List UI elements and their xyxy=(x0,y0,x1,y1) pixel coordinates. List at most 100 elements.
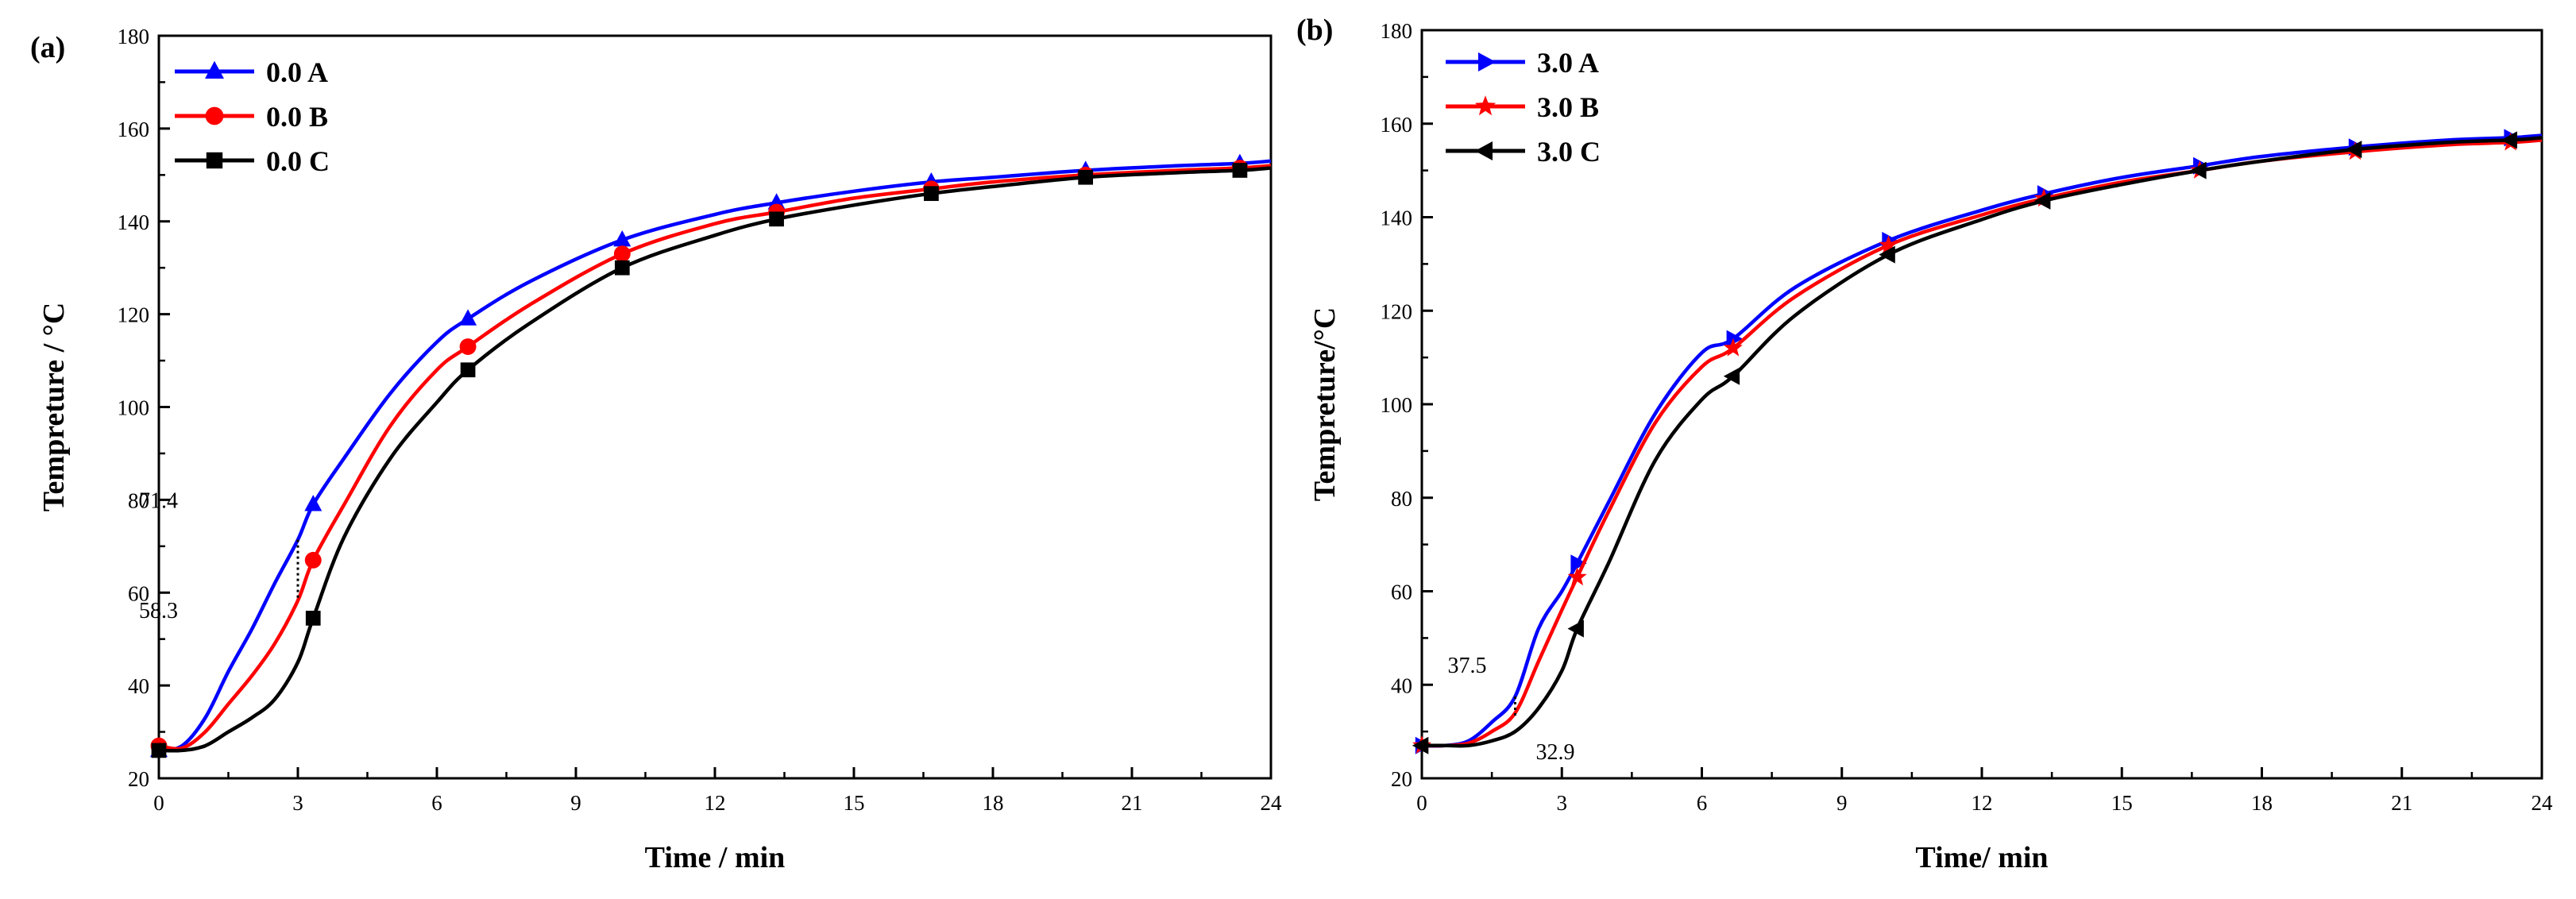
data-marker xyxy=(1078,169,1094,185)
series-line xyxy=(158,166,1272,753)
x-tick-label: 21 xyxy=(1122,791,1143,815)
x-tick-label: 6 xyxy=(1697,791,1708,815)
legend-marker xyxy=(1474,141,1493,160)
y-tick-label: 20 xyxy=(128,767,149,791)
y-tick-label: 120 xyxy=(1381,299,1413,323)
y-axis-title: Tempreture/°C xyxy=(1308,307,1342,502)
data-marker xyxy=(1567,619,1584,638)
legend-entry: 3.0 B xyxy=(1446,91,1599,123)
data-marker xyxy=(613,230,631,247)
data-marker xyxy=(1726,330,1743,348)
x-tick-label: 24 xyxy=(2532,791,2554,815)
data-marker xyxy=(2190,161,2207,179)
data-marker xyxy=(459,338,477,355)
y-tick-label: 20 xyxy=(1391,767,1412,791)
x-axis-title: Time / min xyxy=(645,841,786,874)
series-0-0-c xyxy=(151,163,1272,758)
legend-marker xyxy=(206,152,223,169)
panel-label: (a) xyxy=(30,31,65,64)
data-marker xyxy=(1723,367,1740,385)
y-tick-label: 80 xyxy=(128,488,149,512)
data-marker xyxy=(1567,567,1587,586)
legend-marker xyxy=(205,106,224,125)
y-tick-label: 180 xyxy=(118,25,150,48)
x-tick-label: 0 xyxy=(153,791,164,815)
x-tick-label: 21 xyxy=(2391,791,2412,815)
x-tick-label: 9 xyxy=(570,791,581,815)
series-line xyxy=(158,159,1272,753)
series-0-0-a xyxy=(150,153,1272,758)
data-marker xyxy=(459,309,477,326)
x-axis-title: Time/ min xyxy=(1915,841,2048,874)
x-tick-label: 15 xyxy=(844,791,865,815)
y-tick-label: 140 xyxy=(118,210,150,234)
y-tick-label: 100 xyxy=(1381,393,1413,417)
annotation-label: 71.4 xyxy=(139,489,178,514)
x-tick-label: 18 xyxy=(983,791,1004,815)
series-0-0-b xyxy=(150,160,1272,754)
y-tick-label: 80 xyxy=(1391,487,1412,511)
legend-entry: 3.0 C xyxy=(1446,136,1601,168)
legend-label: 0.0 B xyxy=(266,101,328,133)
y-tick-label: 120 xyxy=(118,303,150,327)
legend-entry: 3.0 A xyxy=(1446,47,1599,79)
x-tick-label: 3 xyxy=(1557,791,1568,815)
chart-panel-a: 0 3 6 9 12 15 18 21 24 20 40 60 80 100 120 140 160 180 Tim… xyxy=(30,25,1282,874)
series-3-0-c xyxy=(1412,131,2543,754)
y-tick-label: 60 xyxy=(128,581,149,605)
annotation-label: 37.5 xyxy=(1448,654,1487,678)
legend-entry: 0.0 A xyxy=(175,56,328,88)
y-tick-label: 40 xyxy=(128,674,149,698)
x-tick-label: 0 xyxy=(1416,791,1427,815)
legend-label: 3.0 C xyxy=(1537,136,1601,168)
legend-marker xyxy=(205,60,224,79)
legend-marker xyxy=(1478,52,1497,71)
data-marker xyxy=(1879,245,1895,264)
data-marker xyxy=(2034,191,2051,210)
data-marker xyxy=(1879,235,1898,254)
data-marker xyxy=(1412,736,1429,754)
series-line xyxy=(158,164,1272,751)
data-marker xyxy=(305,611,321,626)
x-tick-label: 12 xyxy=(1972,791,1993,815)
x-tick-label: 3 xyxy=(292,791,303,815)
data-marker xyxy=(304,495,322,511)
y-tick-label: 160 xyxy=(1381,113,1413,137)
series-line xyxy=(1421,138,2543,748)
data-marker xyxy=(151,743,167,758)
data-marker xyxy=(304,551,322,569)
y-tick-label: 140 xyxy=(1381,206,1413,230)
data-marker xyxy=(1723,338,1743,357)
data-marker xyxy=(2345,141,2362,159)
y-axis-title: Tempreture / °C xyxy=(37,303,71,512)
x-tick-label: 9 xyxy=(1836,791,1848,815)
legend-entry: 0.0 C xyxy=(175,145,330,177)
annotation-label: 58.3 xyxy=(139,599,178,623)
chart-panel-b: 0 3 6 9 12 15 18 21 24 20 40 60 80 100 120 140 160 180 Tim… xyxy=(1296,14,2553,874)
series-line xyxy=(1421,133,2543,748)
y-tick-label: 40 xyxy=(1391,673,1412,697)
legend-label: 3.0 B xyxy=(1537,91,1599,123)
annotation-label: 32.9 xyxy=(1536,740,1575,765)
y-tick-label: 160 xyxy=(118,118,150,141)
series-line xyxy=(1422,136,2543,748)
x-tick-label: 15 xyxy=(2111,791,2133,815)
data-marker xyxy=(1570,554,1587,573)
y-tick-label: 180 xyxy=(1381,19,1413,43)
series-3-0-a xyxy=(1415,129,2543,754)
data-marker xyxy=(460,362,476,378)
x-tick-label: 18 xyxy=(2251,791,2273,815)
x-tick-label: 12 xyxy=(705,791,726,815)
data-marker xyxy=(2501,131,2517,149)
panel-label: (b) xyxy=(1296,14,1333,47)
data-marker xyxy=(614,260,630,276)
legend-entry: 0.0 B xyxy=(175,101,328,133)
y-tick-label: 60 xyxy=(1391,581,1412,604)
x-tick-label: 6 xyxy=(431,791,442,815)
legend-label: 3.0 A xyxy=(1537,47,1599,79)
legend-label: 0.0 A xyxy=(266,56,328,88)
y-tick-label: 100 xyxy=(118,396,150,420)
x-tick-label: 24 xyxy=(1261,791,1283,815)
data-marker xyxy=(924,186,939,202)
